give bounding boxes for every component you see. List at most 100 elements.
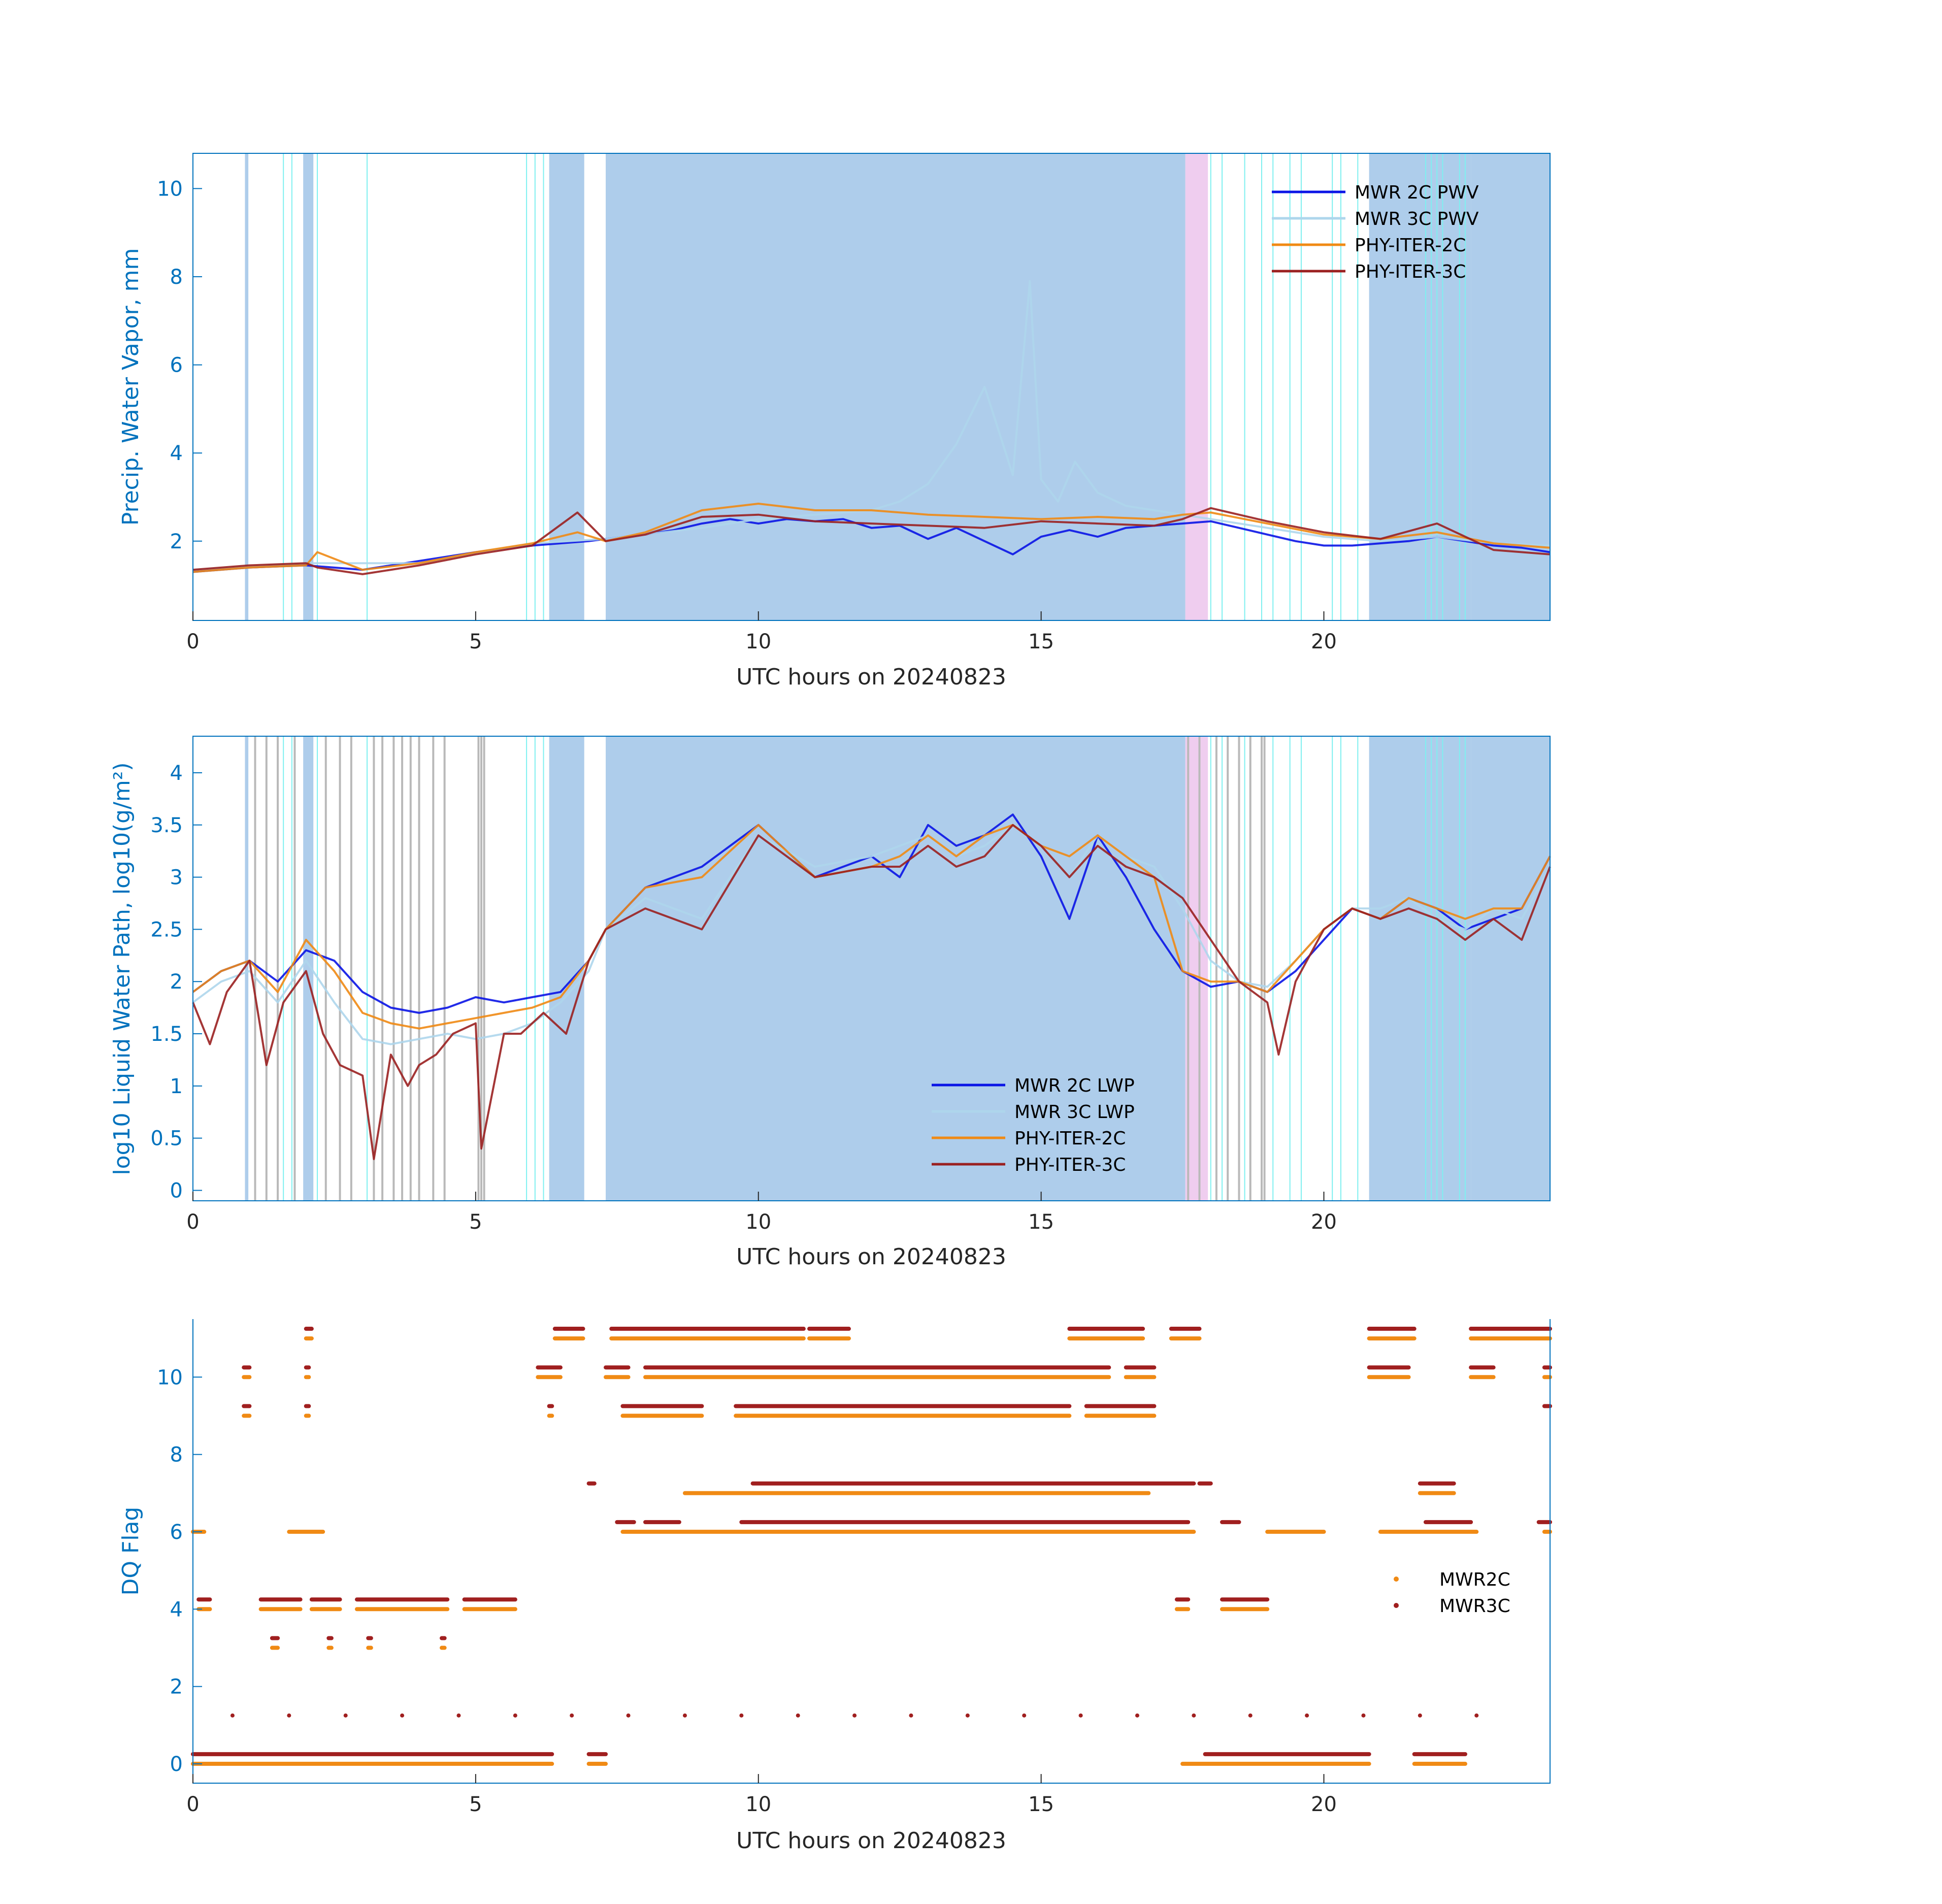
y-tick-label: 10 — [157, 177, 183, 201]
dq-point — [1305, 1713, 1309, 1718]
y-tick-label: 3.5 — [150, 814, 183, 837]
series-line-mwr-3c-pwv — [192, 280, 1551, 571]
dq-axes-box — [192, 1319, 1551, 1784]
pwv-series — [192, 280, 1551, 575]
legend-label: PHY-ITER-3C — [1355, 261, 1466, 282]
y-tick-label: 6 — [170, 354, 183, 377]
y-tick-label: 4 — [170, 442, 183, 465]
lwp-y-axis-label: log10 Liquid Water Path, log10(g/m²) — [109, 762, 135, 1175]
series-line-mwr-2c-lwp — [192, 813, 1551, 1014]
dq-point — [965, 1713, 970, 1718]
lwp-axes-box — [192, 736, 1551, 1201]
x-tick-label: 15 — [1028, 1210, 1054, 1234]
blue-band — [606, 736, 1186, 1201]
legend-label: MWR2C — [1439, 1569, 1510, 1590]
dq-x-axis-label: UTC hours on 20240823 — [736, 1828, 1006, 1854]
dq-point — [400, 1713, 405, 1718]
dq-point — [1248, 1713, 1253, 1718]
dq-point — [682, 1713, 687, 1718]
legend-label: MWR 2C PWV — [1355, 182, 1479, 203]
legend-label: MWR 3C LWP — [1014, 1102, 1135, 1123]
dq-point — [1022, 1713, 1027, 1718]
series-line-phy-iter-3c — [192, 824, 1551, 1160]
blue-band — [245, 153, 249, 620]
y-tick-label: 3 — [170, 866, 183, 890]
blue-band — [549, 736, 584, 1201]
y-tick-label: 1.5 — [150, 1023, 183, 1046]
legend-swatch — [1394, 1603, 1399, 1608]
y-tick-label: 10 — [157, 1366, 183, 1389]
x-tick-label: 20 — [1311, 1793, 1337, 1816]
x-tick-label: 0 — [186, 1793, 199, 1816]
y-tick-label: 1 — [170, 1075, 183, 1098]
pwv-axes-box — [192, 153, 1551, 621]
legend-label: PHY-ITER-2C — [1014, 1128, 1126, 1149]
dq-panel: 0 5 10 15 20 0 2 4 6 8 10 UTC hours on 20240823 D… — [118, 1319, 1552, 1854]
legend-label: PHY-ITER-3C — [1014, 1155, 1126, 1175]
y-tick-label: 6 — [170, 1521, 183, 1544]
x-tick-label: 20 — [1311, 630, 1337, 653]
pink-band — [1185, 153, 1208, 620]
dq-point — [796, 1713, 800, 1718]
lwp-y-ticks: 0 0.5 1 1.5 2 2.5 3 3.5 4 — [150, 762, 202, 1202]
x-tick-label: 10 — [745, 1210, 771, 1234]
dq-point — [287, 1713, 291, 1718]
blue-band — [245, 736, 249, 1201]
dq-y-axis-label: DQ Flag — [118, 1507, 144, 1596]
blue-band — [303, 736, 314, 1201]
lwp-legend: MWR 2C LWP MWR 3C LWP PHY-ITER-2C PHY-ITER-… — [932, 1075, 1135, 1175]
dq-points — [191, 1327, 1552, 1766]
x-tick-label: 5 — [469, 1793, 482, 1816]
dq-point — [1135, 1713, 1139, 1718]
x-tick-label: 15 — [1028, 1793, 1054, 1816]
y-tick-label: 2 — [170, 1676, 183, 1699]
x-tick-label: 15 — [1028, 630, 1054, 653]
dq-point — [1192, 1713, 1196, 1718]
blue-band — [549, 153, 584, 620]
lwp-panel: 0 5 10 15 20 0 0.5 1 1.5 2 2.5 3 3.5 4 UTC hours on … — [109, 736, 1551, 1270]
dq-point — [1361, 1713, 1366, 1718]
y-tick-label: 0 — [170, 1753, 183, 1776]
y-tick-label: 2.5 — [150, 918, 183, 941]
x-tick-label: 0 — [186, 1210, 199, 1234]
dq-point — [343, 1713, 348, 1718]
series-line-phy-iter-3c — [192, 507, 1551, 575]
lwp-series — [192, 813, 1551, 1160]
legend-label: PHY-ITER-2C — [1355, 235, 1466, 256]
y-tick-label: 8 — [170, 1443, 183, 1467]
y-tick-label: 2 — [170, 970, 183, 994]
dq-x-ticks: 0 5 10 15 20 — [186, 1774, 1337, 1816]
pwv-quality-bands — [245, 153, 1550, 620]
pwv-x-axis-label: UTC hours on 20240823 — [736, 664, 1006, 690]
x-tick-label: 0 — [186, 630, 199, 653]
pwv-x-ticks: 0 5 10 15 20 — [186, 611, 1337, 653]
x-tick-label: 20 — [1311, 1210, 1337, 1234]
dq-point — [1418, 1713, 1422, 1718]
dq-legend: MWR2C MWR3C — [1394, 1569, 1510, 1617]
dq-point — [570, 1713, 574, 1718]
blue-band — [303, 153, 314, 620]
blue-band — [1369, 736, 1471, 1201]
dq-point — [1078, 1713, 1083, 1718]
dq-point — [739, 1713, 744, 1718]
lwp-quality-bands — [245, 736, 1550, 1201]
dq-y-ticks: 0 2 4 6 8 10 — [157, 1366, 202, 1776]
y-tick-label: 4 — [170, 1598, 183, 1621]
legend-label: MWR 2C LWP — [1014, 1075, 1135, 1096]
series-line-mwr-2c-pwv — [192, 518, 1551, 573]
dq-point — [626, 1713, 631, 1718]
y-tick-label: 0 — [170, 1179, 183, 1202]
legend-label: MWR 3C PWV — [1355, 209, 1479, 229]
dq-point — [909, 1713, 913, 1718]
x-tick-label: 5 — [469, 1210, 482, 1234]
pwv-legend: MWR 2C PWV MWR 3C PWV PHY-ITER-2C PHY-ITER-… — [1272, 182, 1479, 282]
blue-band — [606, 153, 1186, 620]
lwp-x-ticks: 0 5 10 15 20 — [186, 1192, 1337, 1234]
y-tick-label: 8 — [170, 266, 183, 289]
dq-point — [1474, 1713, 1479, 1718]
series-line-phy-iter-2c — [192, 503, 1551, 573]
pwv-y-ticks: 2 4 6 8 10 — [157, 177, 202, 553]
x-tick-label: 10 — [745, 1793, 771, 1816]
y-tick-label: 4 — [170, 762, 183, 785]
